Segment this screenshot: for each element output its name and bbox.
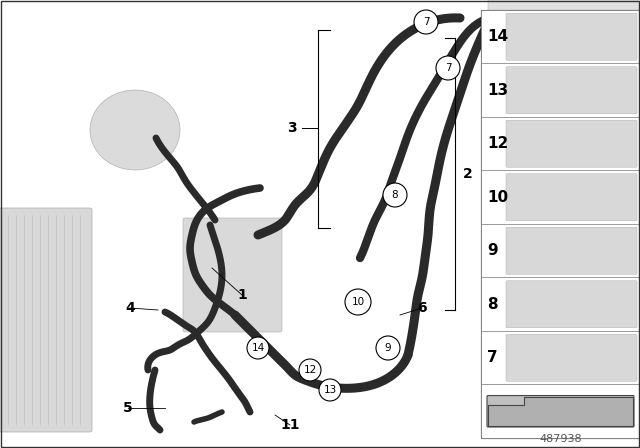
- Text: 14: 14: [252, 343, 264, 353]
- Circle shape: [319, 379, 341, 401]
- Bar: [481, 10, 640, 438]
- Text: 13: 13: [323, 385, 337, 395]
- FancyBboxPatch shape: [506, 120, 637, 167]
- FancyBboxPatch shape: [506, 281, 637, 328]
- Text: 1: 1: [237, 288, 247, 302]
- Circle shape: [383, 183, 407, 207]
- Bar: [481, 171, 640, 224]
- Text: 7: 7: [422, 17, 429, 27]
- FancyBboxPatch shape: [487, 396, 634, 427]
- Circle shape: [299, 359, 321, 381]
- FancyBboxPatch shape: [506, 227, 637, 274]
- Text: 9: 9: [487, 243, 498, 258]
- Text: 10: 10: [351, 297, 365, 307]
- Text: 12: 12: [303, 365, 317, 375]
- Text: 5: 5: [123, 401, 133, 415]
- Ellipse shape: [90, 90, 180, 170]
- Polygon shape: [488, 396, 633, 426]
- Text: 2: 2: [463, 167, 473, 181]
- Bar: [481, 224, 640, 277]
- Text: 6: 6: [417, 301, 427, 315]
- Bar: [481, 277, 640, 331]
- Text: 3: 3: [287, 121, 297, 135]
- Text: 12: 12: [487, 136, 508, 151]
- FancyBboxPatch shape: [506, 13, 637, 60]
- Bar: [481, 117, 640, 171]
- Bar: [481, 10, 640, 64]
- FancyBboxPatch shape: [506, 67, 637, 114]
- Text: 10: 10: [487, 190, 508, 205]
- Circle shape: [247, 337, 269, 359]
- FancyBboxPatch shape: [0, 208, 92, 432]
- FancyBboxPatch shape: [506, 334, 637, 381]
- Text: 8: 8: [487, 297, 498, 312]
- FancyBboxPatch shape: [488, 0, 640, 102]
- Bar: [481, 331, 640, 384]
- Text: 7: 7: [487, 350, 498, 365]
- Text: 11: 11: [280, 418, 300, 432]
- Text: 14: 14: [487, 29, 508, 44]
- Text: 9: 9: [385, 343, 391, 353]
- Text: 487938: 487938: [539, 434, 582, 444]
- Text: 4: 4: [125, 301, 135, 315]
- Circle shape: [376, 336, 400, 360]
- Circle shape: [345, 289, 371, 315]
- FancyBboxPatch shape: [506, 174, 637, 221]
- Bar: [481, 384, 640, 438]
- Text: 13: 13: [487, 83, 508, 98]
- Text: 8: 8: [392, 190, 398, 200]
- Circle shape: [436, 56, 460, 80]
- Text: 7: 7: [445, 63, 451, 73]
- Circle shape: [414, 10, 438, 34]
- Bar: [481, 64, 640, 117]
- FancyBboxPatch shape: [183, 218, 282, 332]
